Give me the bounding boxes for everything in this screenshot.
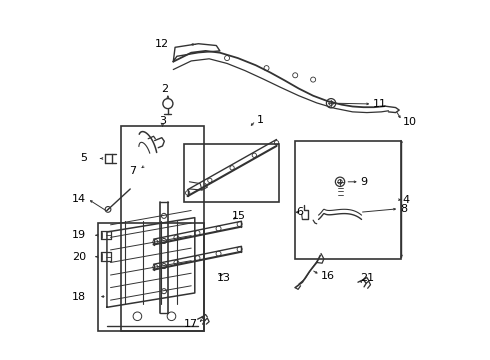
Text: 4: 4 — [402, 195, 409, 205]
Bar — [184, 144, 279, 202]
Text: 5: 5 — [80, 153, 87, 163]
Text: 10: 10 — [403, 117, 417, 127]
Text: 6: 6 — [296, 207, 303, 217]
Text: 11: 11 — [373, 99, 387, 109]
Text: 8: 8 — [400, 204, 407, 214]
Text: 3: 3 — [159, 116, 166, 126]
Text: 9: 9 — [361, 177, 368, 187]
Text: 20: 20 — [72, 252, 86, 262]
Text: 16: 16 — [321, 271, 335, 281]
Text: 21: 21 — [360, 273, 374, 283]
Bar — [122, 126, 204, 330]
Text: 12: 12 — [155, 40, 169, 49]
Bar — [295, 140, 401, 259]
Text: 19: 19 — [72, 230, 86, 240]
Text: 7: 7 — [129, 166, 136, 176]
Text: 14: 14 — [72, 194, 86, 204]
Text: 15: 15 — [231, 211, 245, 221]
Text: 18: 18 — [72, 292, 86, 302]
Text: 1: 1 — [256, 115, 264, 125]
Bar — [98, 223, 204, 330]
Text: 17: 17 — [184, 319, 198, 329]
Text: 2: 2 — [162, 84, 169, 94]
Text: 13: 13 — [217, 273, 231, 283]
